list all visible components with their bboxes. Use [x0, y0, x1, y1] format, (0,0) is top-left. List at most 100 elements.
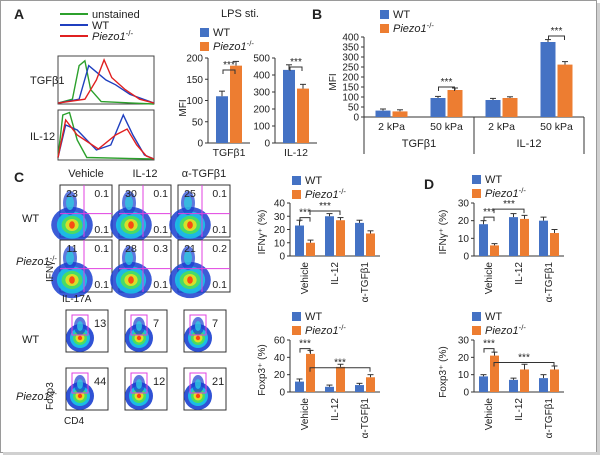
C_IFNg-bar-wt [325, 216, 334, 256]
B-category-label: 50 kPa [430, 121, 463, 133]
histogram-tgfb1-curve [57, 59, 155, 105]
panel-b-legend-label-wt: WT [393, 9, 410, 21]
D_Foxp3-category-label: Vehicle [484, 398, 495, 431]
A_TGFb1-bar-ko [230, 65, 242, 143]
histogram-il12-curve [57, 118, 155, 160]
panel-c-legend-ifng-label-ko: Piezo1-/- [305, 187, 346, 201]
panel-b-group-label-il12: IL-12 [516, 138, 541, 150]
D_Foxp3-bar-wt [509, 379, 518, 392]
D_IFNg-ytick-label: 0 [463, 252, 469, 263]
flow-foxp3-ko-percent: 44 [94, 376, 106, 388]
flow-ifng-wt-density-upper [66, 196, 74, 210]
panel-a-bar-title: LPS sti. [221, 8, 259, 20]
panel-c-ylabel-ifng: IFNγ⁺ (%) [257, 210, 268, 255]
flow-foxp3-ko-density [195, 393, 201, 399]
flow-ifng-wt-density [128, 221, 134, 229]
C_IFNg-bar-ko [366, 233, 375, 256]
A_IL12-ytick-label: 400 [253, 71, 270, 82]
flow-foxp3-ko-gate [130, 372, 148, 394]
D_IFNg-ytick-label: 20 [458, 216, 470, 227]
C_Foxp3-category-label: IL-12 [330, 398, 341, 421]
panel-c-legend-ifng-label-wt: WT [305, 175, 322, 187]
hist-row-label-tgfb1: TGFβ1 [30, 75, 64, 87]
flow-ifng-wt-quadrant-ur: 0.1 [153, 188, 168, 200]
panel-c-ifng-vehicle-significance: *** [299, 208, 311, 219]
A_IL12-ytick-label: 100 [253, 122, 270, 133]
flow-ifng-ko-density-upper [184, 251, 192, 265]
flow-ifng-ko-quadrant-ur: 0.2 [212, 243, 227, 255]
flow-foxp3-wt-density [136, 335, 142, 341]
A_TGFb1-ytick-label: 200 [186, 54, 203, 65]
C_IFNg-ytick-label: 0 [279, 252, 285, 263]
D_Foxp3-bar-ko [490, 355, 499, 392]
histogram-il12-frame [57, 109, 155, 161]
C_IFNg-ytick-label: 40 [274, 199, 286, 210]
A_IL12-ytick-label: 300 [253, 88, 270, 99]
D_Foxp3-category-label: α-TGFβ1 [544, 398, 555, 439]
panel-letter-d: D [424, 176, 434, 192]
panel-b-ylabel: MFI [328, 73, 339, 90]
histogram-il12-curve [57, 111, 155, 160]
D_IFNg-bar-wt [479, 224, 488, 256]
B-ytick-label: 250 [342, 63, 359, 74]
panel-c-flow-xlabel-cd4: CD4 [64, 416, 84, 427]
flow-ifng-wt-quadrant-lr: 0.1 [153, 224, 168, 236]
panel-d-ifng-vehicle-il12-significance: *** [503, 199, 515, 210]
C_Foxp3-ytick-label: 40 [274, 353, 286, 364]
panel-c-ifng-vehicle-bracket [299, 217, 311, 222]
C_Foxp3-bar-wt [295, 381, 304, 392]
A_TGFb1-ytick-label: 150 [186, 75, 203, 86]
panel-d-legend-ifng-swatch-wt [472, 175, 481, 184]
panel-d-legend-foxp3-label-ko: Piezo1-/- [485, 323, 526, 337]
panel-b-tgfb1-50kpa-bracket [438, 86, 455, 91]
panel-c-ylabel-foxp3: Foxp3⁺ (%) [257, 344, 268, 395]
panel-b-legend-swatch-ko [380, 24, 389, 33]
B-bar-wt [375, 110, 391, 117]
B-bar-ko [502, 98, 518, 117]
panel-b-legend-label-ko: Piezo1-/- [393, 21, 434, 35]
flow-foxp3-wt-gate [130, 314, 148, 336]
flow-ifng-wt-density-upper [184, 196, 192, 210]
flow-ifng-wt-quadrant-lr: 0.1 [94, 224, 109, 236]
B-ytick-label: 300 [342, 53, 359, 64]
D_IFNg-bar-ko [550, 233, 559, 256]
B-bar-wt [430, 98, 446, 117]
flow-foxp3-wt-density-upper [195, 321, 201, 331]
B-bar-ko [557, 64, 573, 117]
B-ytick-label: 150 [342, 83, 359, 94]
B-ytick-label: 200 [342, 73, 359, 84]
D_Foxp3-bar-ko [550, 369, 559, 392]
B-ytick-label: 0 [353, 113, 359, 124]
A_TGFb1-category-label: TGFβ1 [213, 147, 246, 159]
flow-ifng-ko-density [128, 276, 134, 284]
flow-ifng-wt-density-upper [125, 196, 133, 210]
A_IL12-bar-wt [283, 69, 295, 143]
panel-c-foxp3-row-label-ko: Piezo1-/- [16, 389, 57, 403]
panel-d-foxp3-vehicle-significance: *** [483, 339, 495, 350]
panel-c-condition-label: α-TGFβ1 [182, 168, 226, 180]
D_IFNg-category-label: IL-12 [514, 262, 525, 285]
panel-c-legend-foxp3-swatch-ko [292, 326, 301, 335]
A_IL12-bar-ko [297, 88, 309, 143]
panel-c-foxp3-vehicle-atgfb1-bracket [309, 367, 371, 372]
C_IFNg-category-label: Vehicle [300, 262, 311, 295]
histogram-tgfb1-frame [57, 55, 155, 105]
C_IFNg-bar-wt [295, 225, 304, 256]
flow-foxp3-ko-gate [71, 372, 89, 394]
panel-d-ifng-vehicle-significance: *** [483, 207, 495, 218]
figure-shadow-right [597, 3, 600, 455]
panel-c-foxp3-vehicle-atgfb1-significance: *** [334, 358, 346, 369]
histogram-tgfb1-curve [57, 64, 155, 104]
panel-b-il12-50kpa-bracket [548, 35, 565, 40]
flow-ifng-ko-quadrant-lr: 0.1 [153, 279, 168, 291]
A_IL12-ytick-label: 0 [264, 139, 270, 150]
C_Foxp3-bar-wt [325, 386, 334, 392]
flow-foxp3-wt-gate [189, 314, 207, 336]
panel-d-foxp3-vehicle-atgfb1-bracket [493, 362, 555, 367]
A_IL12-category-label: IL-12 [284, 147, 308, 159]
C_IFNg-category-label: α-TGFβ1 [360, 262, 371, 303]
hist-legend-label: WT [92, 20, 109, 32]
panel-a-il12-significance: *** [290, 57, 302, 68]
panel-d-legend-foxp3-label-wt: WT [485, 311, 502, 323]
B-category-label: 50 kPa [540, 121, 573, 133]
